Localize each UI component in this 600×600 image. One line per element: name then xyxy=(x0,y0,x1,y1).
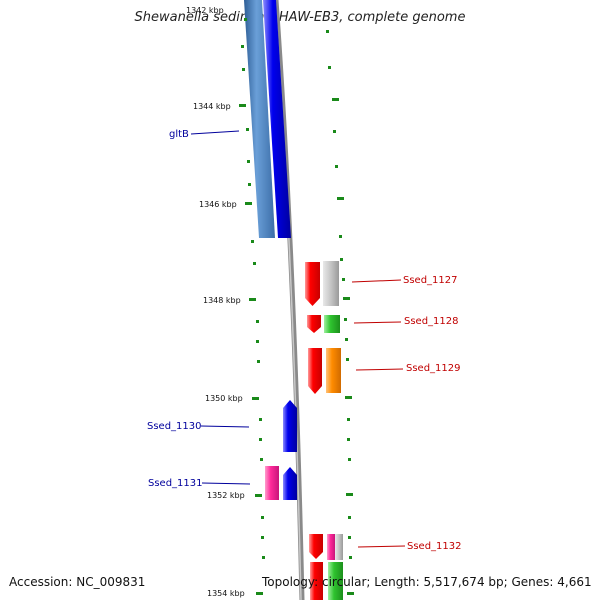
gene-ssed1132-gray[interactable] xyxy=(335,534,343,560)
callout-line-ssed1128 xyxy=(353,321,402,324)
callout-line-gltb xyxy=(190,130,240,135)
ruler-label-1350: 1350 kbp xyxy=(205,394,243,403)
callout-line-ssed1129 xyxy=(355,368,404,371)
gene-ssed1129-red[interactable] xyxy=(308,348,322,394)
gene-label-ssed1131[interactable]: Ssed_1131 xyxy=(148,478,203,489)
gene-ssed1131-blue[interactable] xyxy=(283,467,297,500)
gene-ssed1127-gray[interactable] xyxy=(323,261,339,306)
ruler-label-1344: 1344 kbp xyxy=(193,102,231,111)
callout-line-ssed1130 xyxy=(200,425,250,428)
ruler-label-1342: 1342 kbp xyxy=(186,6,224,15)
gene-ssed1129-orange[interactable] xyxy=(326,348,341,393)
genome-backbone xyxy=(273,0,305,600)
ruler-label-1348: 1348 kbp xyxy=(203,296,241,305)
callout-line-ssed1131 xyxy=(201,482,251,485)
ruler-label-1352: 1352 kbp xyxy=(207,491,245,500)
gene-ssed1132-red-lower[interactable] xyxy=(310,562,323,600)
gene-label-ssed1130[interactable]: Ssed_1130 xyxy=(147,421,202,432)
gene-ssed1132-pink[interactable] xyxy=(327,534,335,560)
ruler-ticks-right xyxy=(326,30,354,595)
gene-label-ssed1128[interactable]: Ssed_1128 xyxy=(404,316,459,327)
gene-ssed1127-red[interactable] xyxy=(305,262,320,306)
gene-ssed1131-pink[interactable] xyxy=(265,466,279,500)
gene-label-ssed1129[interactable]: Ssed_1129 xyxy=(406,363,461,374)
callout-line-ssed1132 xyxy=(357,545,406,548)
gene-ssed1130-blue[interactable] xyxy=(283,400,297,452)
ruler-label-1346: 1346 kbp xyxy=(199,200,237,209)
gene-ssed1128-red[interactable] xyxy=(307,315,321,333)
gene-ssed1132-green-lower[interactable] xyxy=(328,562,343,600)
map-title: Shewanella sediminis HAW-EB3, complete g… xyxy=(134,10,466,25)
gene-label-gltb[interactable]: gltB xyxy=(169,129,189,140)
ruler-label-1354: 1354 kbp xyxy=(207,589,245,598)
gene-ssed1128-green[interactable] xyxy=(324,315,340,333)
gene-bar-gltb-blue[interactable] xyxy=(263,0,291,238)
gene-bar-gltb-steelblue[interactable] xyxy=(244,0,275,238)
callout-line-ssed1127 xyxy=(351,279,402,283)
gene-ssed1132-red[interactable] xyxy=(309,534,323,559)
ruler-ticks-left xyxy=(239,18,265,595)
accession-text: Accession: NC_009831 xyxy=(9,575,146,589)
gene-label-ssed1132[interactable]: Ssed_1132 xyxy=(407,541,462,552)
gene-label-ssed1127[interactable]: Ssed_1127 xyxy=(403,275,458,286)
topology-text: Topology: circular; Length: 5,517,674 bp… xyxy=(262,575,592,589)
